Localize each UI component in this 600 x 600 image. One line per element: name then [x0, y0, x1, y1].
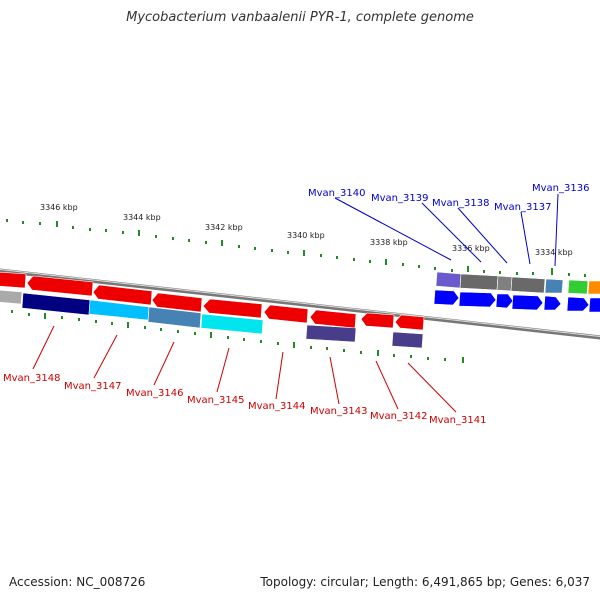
gene-block[interactable] — [305, 324, 357, 343]
top-leader-lines — [334, 193, 559, 267]
gene-block[interactable] — [435, 271, 462, 289]
gene-arrow[interactable] — [433, 289, 460, 306]
gene-block[interactable] — [21, 292, 91, 316]
gene-arrow[interactable] — [309, 309, 357, 329]
gene-label-reverse[interactable]: Mvan_3145 — [187, 395, 244, 406]
gene-arrow[interactable] — [151, 292, 203, 313]
gene-label-reverse[interactable]: Mvan_3142 — [370, 411, 427, 422]
gene-label-forward[interactable]: Mvan_3138 — [432, 198, 489, 209]
tick-label: 3340 kbp — [287, 231, 325, 240]
gene-block[interactable] — [0, 289, 23, 305]
gene-block[interactable] — [391, 331, 424, 349]
gene-label-reverse[interactable]: Mvan_3148 — [3, 373, 60, 384]
gene-arrow[interactable] — [588, 297, 600, 313]
gene-arrow[interactable] — [360, 312, 395, 329]
gene-block[interactable] — [544, 278, 564, 294]
genome-stats-text: Topology: circular; Length: 6,491,865 bp… — [260, 575, 590, 589]
tick-label: 3342 kbp — [205, 223, 243, 232]
backbone-track — [0, 268, 600, 340]
tick-label: 3346 kbp — [40, 203, 78, 212]
bottom-leader-lines — [32, 325, 457, 413]
gene-arrow[interactable] — [566, 296, 590, 312]
gene-arrow[interactable] — [543, 295, 562, 311]
gene-block[interactable] — [587, 280, 600, 295]
forward-genes-row2 — [433, 289, 600, 313]
gene-arrow[interactable] — [458, 291, 497, 308]
gene-block[interactable] — [496, 275, 513, 292]
tick-label: 3336 kbp — [452, 244, 490, 253]
gene-label-reverse[interactable]: Mvan_3146 — [126, 388, 183, 399]
gene-block[interactable] — [459, 273, 499, 291]
backbone-highlight — [0, 269, 600, 337]
gene-arrow[interactable] — [26, 275, 94, 297]
gene-label-forward[interactable]: Mvan_3139 — [371, 193, 428, 204]
gene-label-reverse[interactable]: Mvan_3143 — [310, 406, 367, 417]
gene-arrow[interactable] — [263, 304, 309, 324]
outer-scale — [6, 219, 586, 277]
gene-arrow[interactable] — [495, 293, 514, 309]
tick-label: 3338 kbp — [370, 238, 408, 247]
gene-arrow[interactable] — [0, 271, 27, 289]
gene-arrow[interactable] — [202, 298, 263, 319]
gene-block[interactable] — [200, 313, 264, 335]
gene-label-forward[interactable]: Mvan_3136 — [532, 183, 589, 194]
map-title: Mycobacterium vanbaalenii PYR-1, complet… — [126, 10, 474, 25]
inner-scale — [11, 310, 464, 363]
tick-label: 3334 kbp — [535, 248, 573, 257]
gene-block[interactable] — [567, 279, 589, 295]
accession-text: Accession: NC_008726 — [9, 575, 146, 589]
gene-block[interactable] — [147, 306, 202, 329]
forward-genes-row1 — [435, 271, 600, 295]
reverse-genes-row1 — [0, 271, 425, 331]
gene-label-forward[interactable]: Mvan_3140 — [308, 188, 365, 199]
gene-arrow[interactable] — [511, 294, 544, 311]
gene-label-reverse[interactable]: Mvan_3147 — [64, 381, 121, 392]
gene-label-forward[interactable]: Mvan_3137 — [494, 202, 551, 213]
gene-label-reverse[interactable]: Mvan_3141 — [429, 415, 486, 426]
gene-arrow[interactable] — [394, 314, 425, 331]
gene-arrow[interactable] — [92, 284, 153, 306]
gene-label-reverse[interactable]: Mvan_3144 — [248, 401, 305, 412]
reverse-genes-row2 — [0, 289, 424, 349]
tick-label: 3344 kbp — [123, 213, 161, 222]
gene-block[interactable] — [510, 276, 546, 294]
